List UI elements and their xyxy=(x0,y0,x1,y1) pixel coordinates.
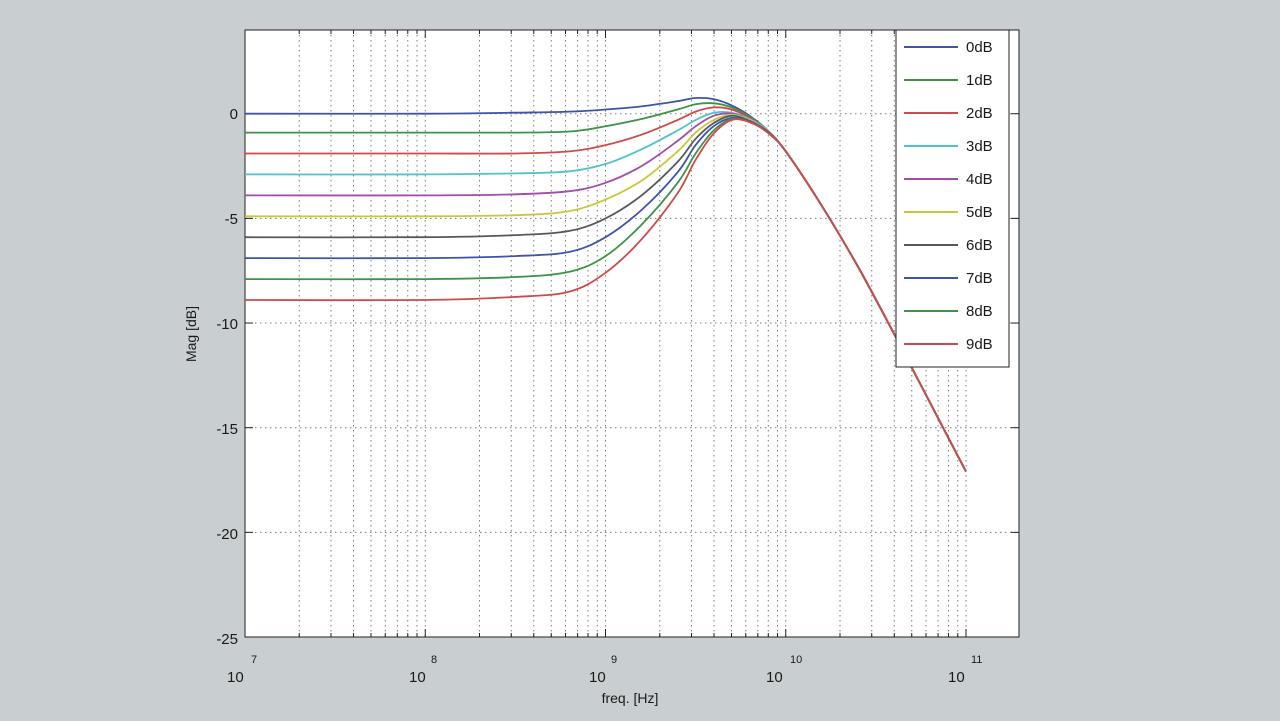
legend-label: 0dB xyxy=(966,39,993,56)
legend-label: 7dB xyxy=(966,270,993,287)
y-axis-labels: 0 -5 -10 -15 -20 -25 xyxy=(216,106,238,648)
legend-label: 3dB xyxy=(966,138,993,155)
x-tick-label: 10 8 xyxy=(409,654,437,686)
svg-text:10: 10 xyxy=(589,669,606,686)
legend-entry: 0dB xyxy=(904,39,993,56)
y-tick-label: -5 xyxy=(225,211,238,228)
legend-entry: 2dB xyxy=(904,105,993,122)
legend-entry: 1dB xyxy=(904,72,993,89)
legend-entry: 5dB xyxy=(904,204,993,221)
legend-label: 5dB xyxy=(966,204,993,221)
svg-text:7: 7 xyxy=(251,654,257,666)
svg-text:11: 11 xyxy=(971,654,982,666)
legend-entry: 7dB xyxy=(904,270,993,287)
legend-label: 9dB xyxy=(966,336,993,353)
legend-label: 4dB xyxy=(966,171,993,188)
y-tick-label: -10 xyxy=(216,316,238,333)
legend-label: 1dB xyxy=(966,72,993,89)
svg-text:9: 9 xyxy=(611,654,617,666)
svg-text:10: 10 xyxy=(227,669,244,686)
series-line-9dB xyxy=(244,118,967,473)
legend-entry: 4dB xyxy=(904,171,993,188)
svg-text:10: 10 xyxy=(766,669,783,686)
plot-area xyxy=(244,29,1020,638)
legend: 0dB 1dB 2dB 3dB 4dB 5dB 6dB 7dB xyxy=(895,29,1010,368)
legend-entry: 9dB xyxy=(904,336,993,353)
x-tick-label: 10 11 xyxy=(948,654,982,686)
legend-entry: 3dB xyxy=(904,138,993,155)
svg-text:10: 10 xyxy=(409,669,426,686)
legend-label: 8dB xyxy=(966,303,993,320)
svg-text:10: 10 xyxy=(790,654,802,666)
x-tick-label: 10 10 xyxy=(766,654,802,686)
y-tick-label: -20 xyxy=(216,526,238,543)
y-tick-label: -25 xyxy=(216,631,238,648)
legend-entry: 8dB xyxy=(904,303,993,320)
x-axis-title: freq. [Hz] xyxy=(602,690,659,706)
y-axis-title: Mag [dB] xyxy=(183,306,199,362)
y-tick-label: -15 xyxy=(216,421,238,438)
x-axis-labels: 10 7 10 8 10 9 10 10 10 11 xyxy=(227,654,982,686)
legend-entry: 6dB xyxy=(904,237,993,254)
series-lines xyxy=(244,96,967,473)
y-tick-label: 0 xyxy=(230,106,238,123)
legend-label: 6dB xyxy=(966,237,993,254)
svg-text:8: 8 xyxy=(431,654,437,666)
x-tick-label: 10 9 xyxy=(589,654,617,686)
svg-text:10: 10 xyxy=(948,669,965,686)
legend-label: 2dB xyxy=(966,105,993,122)
x-tick-label: 10 7 xyxy=(227,654,257,686)
